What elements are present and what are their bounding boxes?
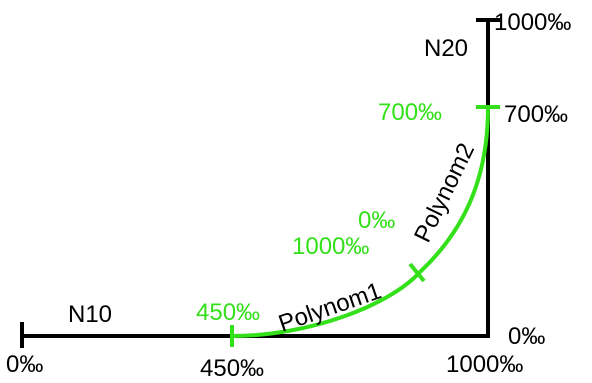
polynom2-name: Polynom2 xyxy=(409,139,480,247)
n20-start-label: 0‰ xyxy=(508,323,545,350)
polynom1-end-label: 1000‰ xyxy=(292,233,369,260)
polynom-join-tick xyxy=(408,262,426,283)
polynom1-name: Polynom1 xyxy=(275,277,385,337)
n10-start-label: 0‰ xyxy=(6,351,43,378)
n10-end-label: 1000‰ xyxy=(446,351,523,378)
n20-end-label: 1000‰ xyxy=(494,9,571,36)
n20-mid-label: 700‰ xyxy=(504,101,568,128)
n20-name: N20 xyxy=(424,35,468,62)
polynom1-start-label: 450‰ xyxy=(196,299,260,326)
polynom2-end-label: 700‰ xyxy=(378,99,442,126)
n10-mid-label: 450‰ xyxy=(200,355,264,382)
polynom2-start-label: 0‰ xyxy=(358,207,395,234)
n10-name: N10 xyxy=(68,301,112,328)
transition-curve xyxy=(231,106,490,338)
